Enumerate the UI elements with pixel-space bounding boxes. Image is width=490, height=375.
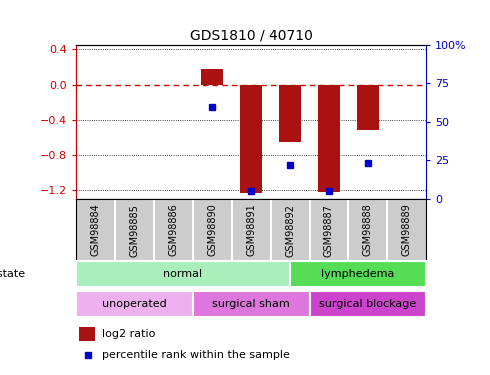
Bar — [357, 84, 379, 130]
Text: GSM98884: GSM98884 — [91, 204, 100, 257]
Text: GSM98890: GSM98890 — [207, 204, 217, 257]
Text: log2 ratio: log2 ratio — [102, 328, 156, 339]
Bar — [279, 84, 301, 142]
Bar — [76, 291, 193, 317]
Text: disease state: disease state — [0, 269, 25, 279]
Bar — [193, 291, 310, 317]
Text: GSM98891: GSM98891 — [246, 204, 256, 257]
Text: GSM98889: GSM98889 — [402, 204, 412, 257]
Text: unoperated: unoperated — [102, 299, 167, 309]
Text: GSM98885: GSM98885 — [129, 204, 139, 257]
Text: GSM98887: GSM98887 — [324, 204, 334, 257]
Text: percentile rank within the sample: percentile rank within the sample — [102, 350, 290, 360]
Bar — [310, 291, 426, 317]
Text: surgical sham: surgical sham — [212, 299, 290, 309]
Bar — [241, 84, 262, 193]
Text: GSM98888: GSM98888 — [363, 204, 373, 257]
Bar — [201, 69, 223, 84]
Text: lymphedema: lymphedema — [321, 269, 395, 279]
Bar — [79, 327, 95, 341]
Bar — [76, 261, 290, 287]
Text: GSM98892: GSM98892 — [285, 204, 295, 257]
Text: GSM98886: GSM98886 — [168, 204, 178, 257]
Bar — [318, 84, 340, 192]
Text: normal: normal — [164, 269, 202, 279]
Bar — [290, 261, 426, 287]
Text: surgical blockage: surgical blockage — [319, 299, 416, 309]
Title: GDS1810 / 40710: GDS1810 / 40710 — [190, 28, 313, 42]
